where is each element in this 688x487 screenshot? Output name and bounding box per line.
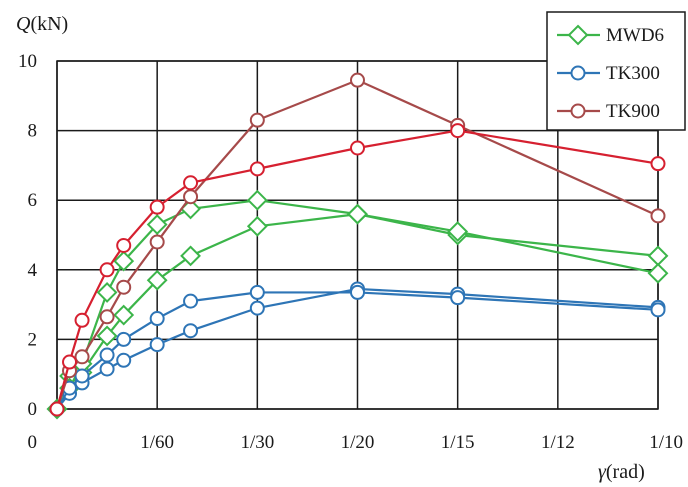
data-point [74, 312, 90, 328]
legend-label: TK900 [606, 101, 660, 122]
data-point [249, 161, 265, 177]
data-point [647, 245, 669, 267]
data-point [183, 189, 199, 205]
data-point [246, 189, 268, 211]
y-tick-label: 8 [28, 121, 38, 142]
x-tick-label: 1/60 [140, 432, 174, 453]
data-point [116, 279, 132, 295]
x-axis-label: γ(rad) [598, 461, 645, 483]
x-tick-label: 1/12 [541, 432, 575, 453]
y-tick-label: 0 [28, 399, 38, 420]
legend-item-mwd6: MWD6 [557, 24, 664, 46]
legend-label: TK300 [606, 63, 660, 84]
data-point [74, 349, 90, 365]
data-point [350, 72, 365, 88]
data-point [149, 234, 165, 250]
data-point [650, 302, 666, 318]
data-point [113, 304, 135, 326]
data-point [450, 290, 466, 306]
series-tk900-5 [49, 123, 666, 417]
data-point [49, 401, 65, 417]
data-point [99, 309, 115, 325]
legend-items: MWD6 TK300 TK900 [557, 24, 664, 122]
y-axis-variable: Q [16, 13, 31, 35]
data-point [249, 284, 265, 300]
data-point [62, 354, 78, 370]
series-layer [46, 72, 669, 420]
x-axis-unit: (rad) [606, 461, 645, 483]
data-point [450, 123, 466, 139]
data-point [249, 112, 265, 128]
legend-marker [567, 24, 589, 46]
data-point [447, 221, 469, 242]
data-point [347, 203, 368, 225]
data-point [149, 337, 165, 353]
data-point [116, 352, 132, 368]
data-point [650, 156, 666, 172]
x-tick-labels: 0 1/60 1/30 1/20 1/15 1/12 1/10 [28, 432, 684, 453]
legend-item-tk300: TK300 [557, 63, 660, 84]
data-point [183, 323, 199, 339]
data-point [149, 199, 165, 215]
legend-label: MWD6 [606, 25, 664, 46]
data-point [350, 140, 365, 156]
legend-item-tk900: TK900 [557, 101, 660, 122]
data-point [647, 262, 669, 284]
data-point [113, 250, 135, 272]
data-point [149, 311, 165, 327]
data-point [146, 269, 168, 291]
data-point [96, 282, 118, 303]
legend: MWD6 TK300 TK900 [546, 11, 686, 131]
legend-marker [570, 103, 586, 119]
x-tick-label: 1/30 [240, 432, 274, 453]
x-axis-variable: γ [598, 461, 607, 483]
x-tick-label: 1/15 [441, 432, 475, 453]
data-point [96, 325, 118, 347]
data-point [146, 214, 168, 235]
x-tick-label: 1/10 [649, 432, 683, 453]
y-axis-label: Q(kN) [16, 13, 68, 35]
data-point [183, 293, 199, 309]
y-tick-labels: 0 2 4 6 8 10 [18, 51, 38, 420]
data-point [246, 215, 268, 237]
data-point [99, 361, 115, 377]
y-tick-label: 4 [28, 260, 38, 281]
data-point [74, 368, 90, 384]
data-point [249, 300, 265, 316]
data-point [350, 284, 365, 300]
data-point [183, 175, 199, 191]
y-axis-unit: (kN) [30, 13, 68, 35]
data-point [180, 245, 201, 267]
legend-marker [570, 65, 586, 81]
y-tick-label: 6 [28, 190, 38, 211]
data-point [116, 237, 132, 253]
x-tick-label: 0 [28, 432, 38, 453]
y-tick-label: 10 [18, 51, 37, 72]
data-point [99, 347, 115, 363]
x-tick-label: 1/20 [341, 432, 375, 453]
data-point [99, 262, 115, 278]
plot-frame [56, 60, 659, 410]
data-point [650, 208, 666, 224]
series-tk300-3 [49, 284, 666, 417]
data-point [116, 331, 132, 347]
y-tick-label: 2 [28, 329, 38, 350]
